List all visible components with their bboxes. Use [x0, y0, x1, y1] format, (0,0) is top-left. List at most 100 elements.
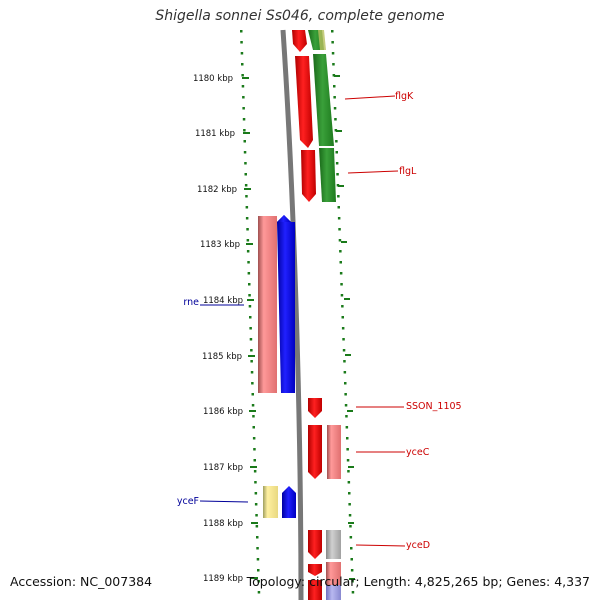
ruler-dot	[251, 404, 255, 407]
ruler-dot	[346, 448, 349, 451]
ruler-dot	[350, 569, 354, 572]
gene-label-yceD-group: yceD	[355, 540, 430, 551]
gene-label-flgK-group: flgK	[344, 91, 414, 102]
ruler-dot	[342, 338, 345, 341]
ruler-dot	[255, 525, 259, 528]
ruler-dot	[251, 393, 254, 396]
ruler-dot	[253, 470, 257, 473]
ruler-dot	[350, 558, 353, 561]
gene-label-yceF: yceF	[177, 496, 199, 507]
ruler-dot	[348, 492, 351, 495]
svg-text:1189 kbp: 1189 kbp	[203, 574, 243, 584]
ruler-dot	[346, 459, 350, 462]
gene-label-SSON_1105: SSON_1105	[406, 401, 462, 412]
ruler-dot	[339, 250, 342, 253]
ruler-dot	[332, 63, 335, 66]
pink-feature-yceC	[327, 425, 341, 479]
ruler-dot	[333, 85, 336, 88]
ruler-dot	[337, 206, 340, 209]
gene-arrow-flgL	[301, 150, 316, 202]
ruler-dot	[340, 294, 344, 297]
ruler-dot	[341, 305, 344, 308]
ruler-dot	[342, 349, 346, 352]
svg-text:1185 kbp: 1185 kbp	[202, 352, 242, 362]
ruler-dot	[257, 591, 261, 594]
ruler-dot	[349, 536, 353, 539]
tick-1189: 1189 kbp	[203, 574, 258, 584]
ruler-dot	[344, 382, 347, 385]
genome-summary-text: Topology: circular; Length: 4,825,265 bp…	[246, 574, 590, 589]
ruler-dot	[256, 547, 259, 550]
ruler-dot	[244, 173, 247, 176]
ruler-dot	[255, 514, 258, 517]
ruler-dot	[351, 580, 354, 583]
ruler-dot	[338, 228, 341, 231]
ruler-dot	[254, 492, 258, 495]
ruler-dot	[341, 316, 344, 319]
green-feature-track	[308, 30, 336, 202]
ruler-dot	[343, 371, 347, 374]
gene-arrow-rne	[277, 215, 295, 393]
ruler-dot	[345, 415, 348, 418]
gene-label-yceC-group: yceC	[356, 447, 430, 458]
ruler-dot	[248, 294, 251, 297]
ruler-dot	[245, 195, 248, 198]
ruler-dot	[247, 261, 250, 264]
green-feature-2	[319, 148, 336, 202]
ruler-dot	[251, 382, 254, 385]
ruler-dot	[246, 250, 250, 253]
ruler-dot	[246, 239, 250, 242]
ruler-dot	[348, 503, 351, 506]
ruler-dot	[244, 162, 247, 165]
ruler-dot	[257, 569, 260, 572]
tick-1185: 1185 kbp	[202, 352, 255, 362]
gene-label-rne: rne	[183, 297, 199, 308]
ruler-dot	[338, 239, 342, 242]
ruler-dotted-track-left	[240, 30, 261, 594]
ruler-dot	[334, 129, 338, 132]
ruler-dot	[254, 481, 257, 484]
ruler-dot	[256, 558, 260, 561]
accession-text: Accession: NC_007384	[10, 574, 153, 589]
ruler-dot	[254, 503, 258, 506]
ruler-dot	[341, 327, 345, 330]
ruler-dot	[336, 184, 340, 187]
ruler-dot	[253, 448, 256, 451]
ruler-dot	[349, 525, 352, 528]
ruler-dot	[252, 437, 256, 440]
ruler-dot	[334, 118, 337, 121]
svg-text:1182 kbp: 1182 kbp	[197, 185, 237, 195]
grey-feature-yceD	[326, 530, 341, 559]
ruler-dot	[335, 140, 338, 143]
gene-arrow-SSON_1105	[308, 398, 322, 418]
ruler-dot	[348, 514, 352, 517]
gene-label-flgL-group: flgL	[347, 166, 417, 177]
tick-1186: 1186 kbp	[203, 407, 256, 417]
gene-label-SSON_1105-group: SSON_1105	[356, 401, 462, 412]
ruler-dot	[339, 272, 343, 275]
ruler-dot	[248, 305, 252, 308]
gene-label-yceD: yceD	[406, 540, 430, 551]
ruler-dot	[250, 371, 254, 374]
svg-text:1180 kbp: 1180 kbp	[193, 74, 233, 84]
ruler-dot	[256, 536, 259, 539]
tick-1181: 1181 kbp	[195, 129, 250, 139]
map-title: Shigella sonnei Ss046, complete genome	[155, 8, 445, 24]
ruler-dot	[242, 118, 246, 121]
gene-arrow-flgK	[295, 56, 313, 148]
ruler-dot	[244, 184, 248, 187]
tick-1188: 1188 kbp	[203, 519, 258, 529]
ruler-dot	[246, 228, 249, 231]
ruler-dot	[335, 151, 338, 154]
tick-1184: 1184 kbp	[203, 296, 254, 306]
forward-gene-flg-top	[292, 30, 307, 52]
ruler-dot	[253, 459, 256, 462]
ruler-dot	[347, 470, 350, 473]
ruler-dot	[243, 140, 246, 143]
ruler-dot	[252, 426, 255, 429]
rna-feature-rne-pink	[258, 216, 277, 393]
green-feature-1	[313, 54, 334, 146]
ruler-dot	[332, 74, 336, 77]
ruler-dot	[241, 85, 245, 88]
